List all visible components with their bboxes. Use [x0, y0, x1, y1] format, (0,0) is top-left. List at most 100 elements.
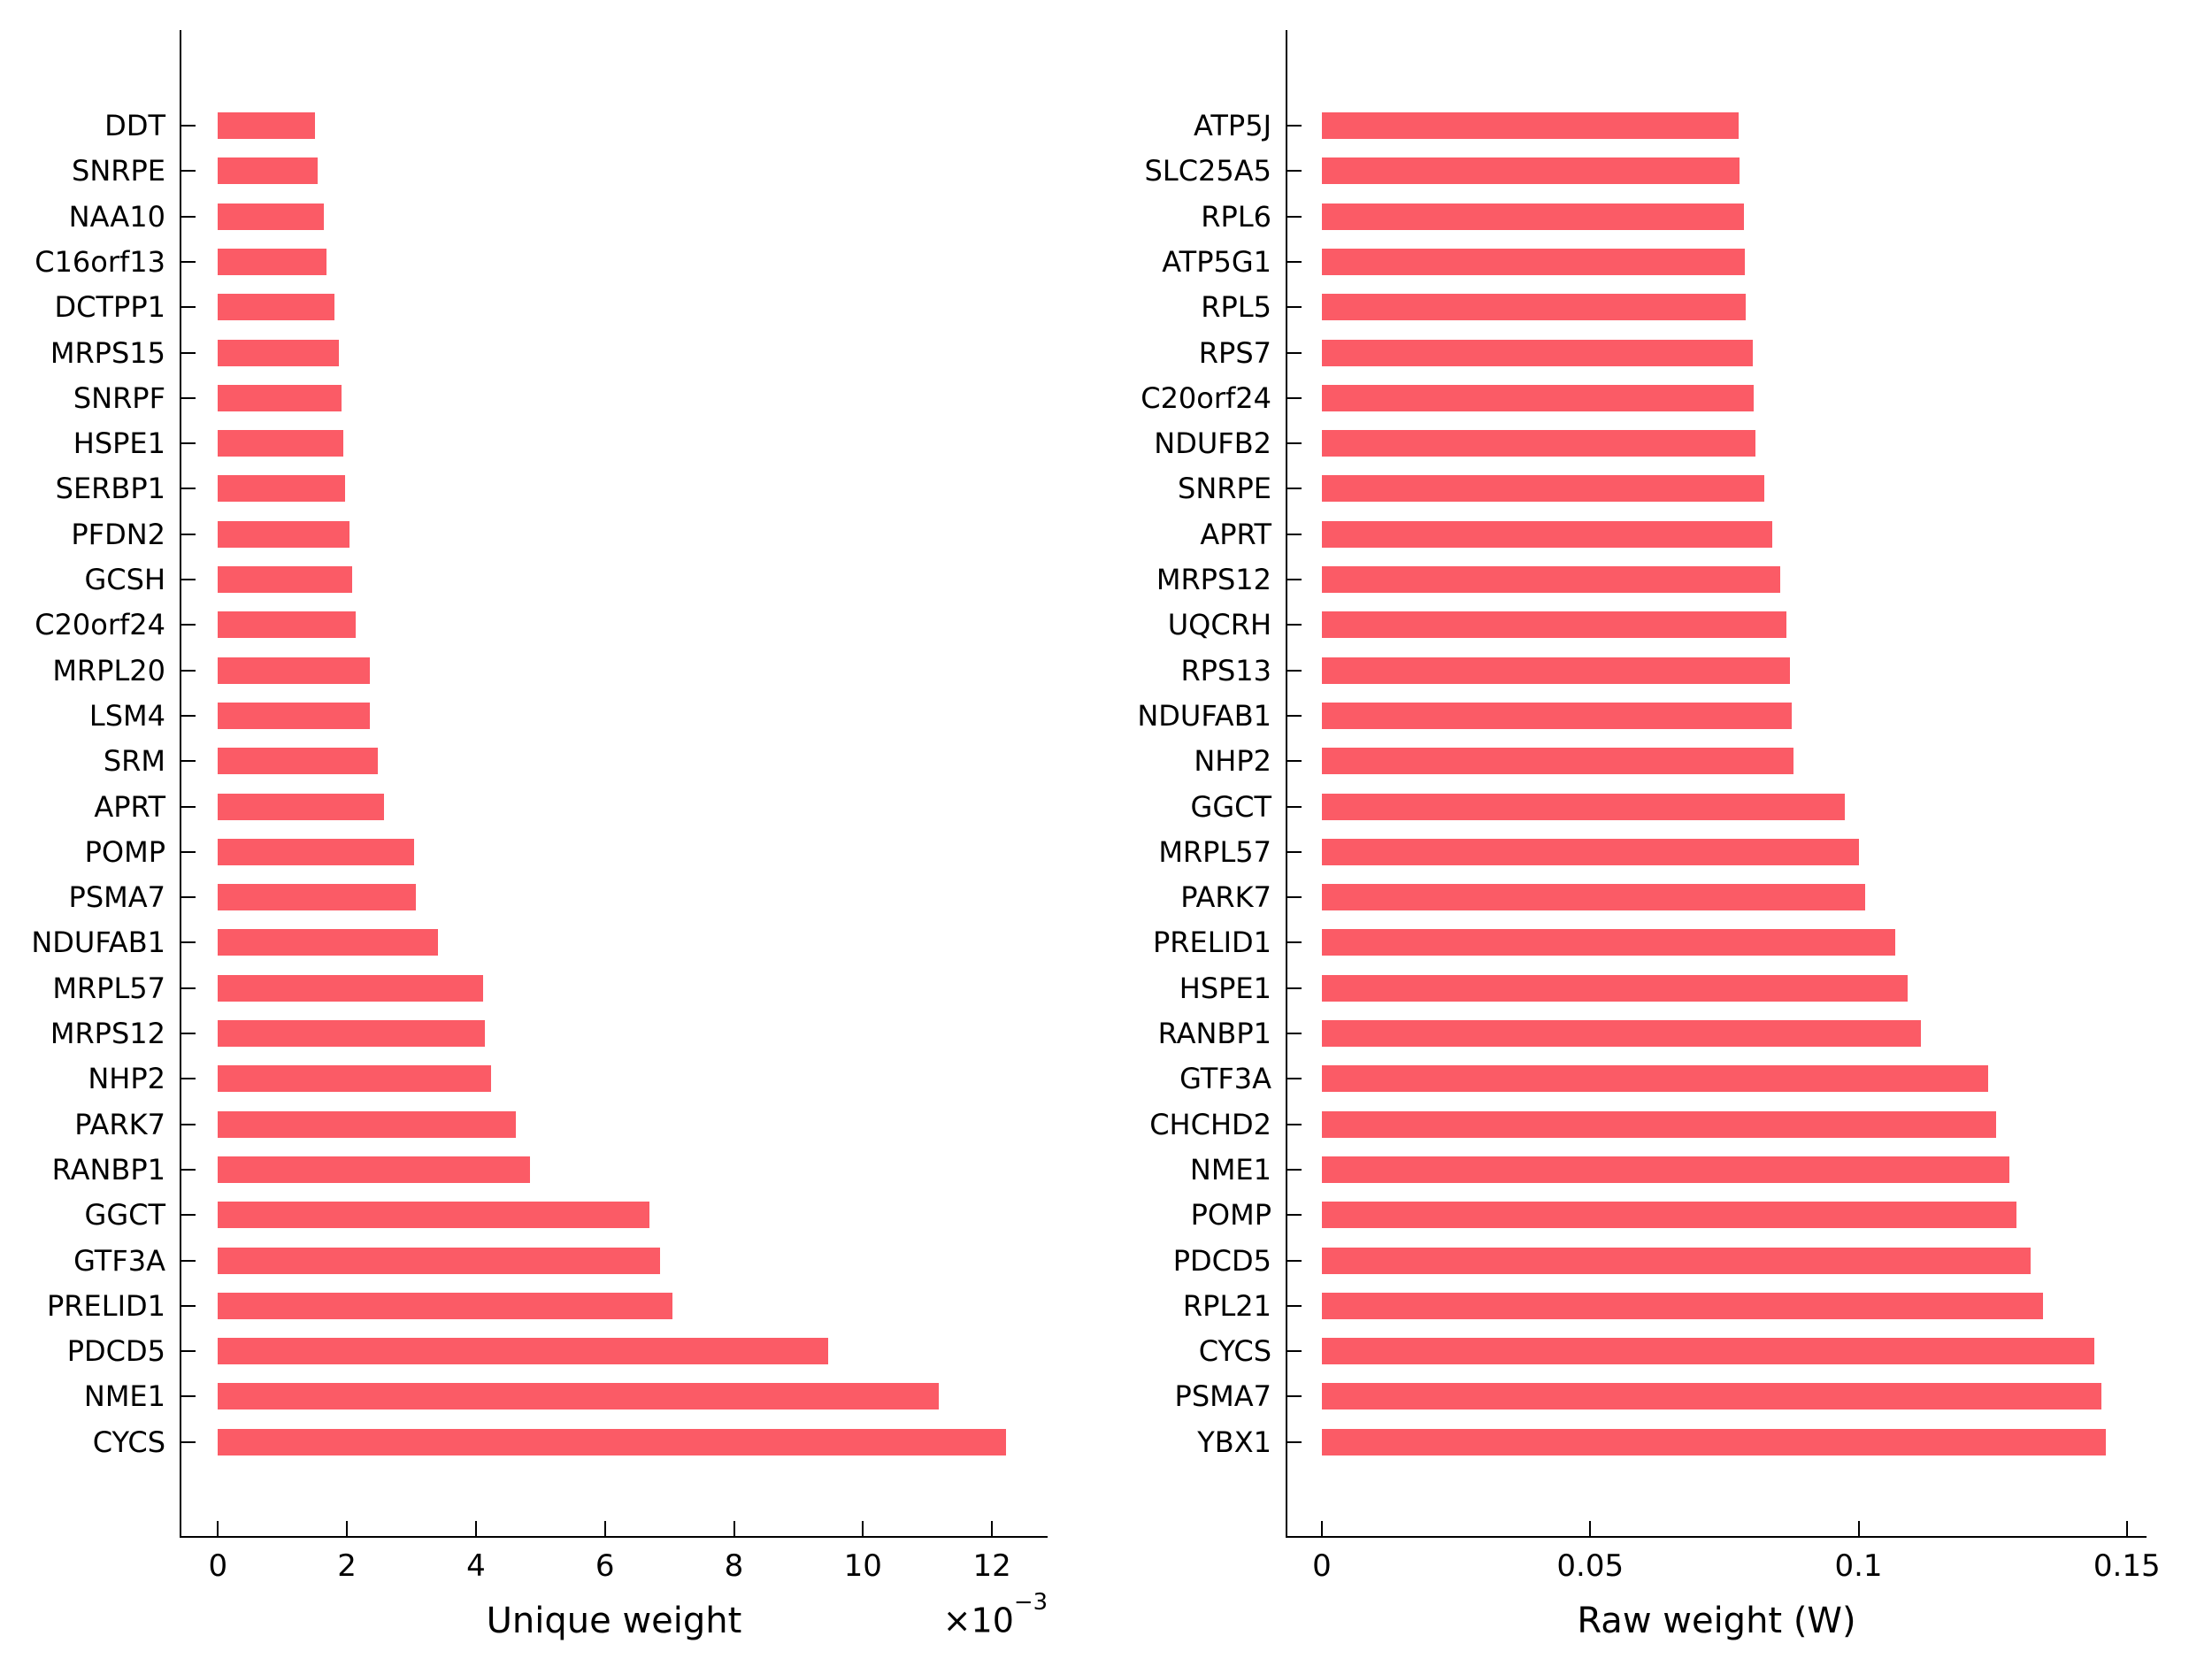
y-tick	[1286, 624, 1302, 626]
y-tick-label: POMP	[84, 834, 165, 869]
y-tick	[180, 669, 196, 672]
y-tick	[180, 488, 196, 490]
bar	[218, 566, 352, 593]
y-tick	[180, 850, 196, 853]
y-tick-label: RPL5	[1201, 290, 1271, 325]
y-tick-label: PSMA7	[1174, 1379, 1271, 1414]
y-tick-label: CYCS	[1198, 1334, 1271, 1369]
bar	[1322, 1383, 2101, 1410]
bar	[218, 203, 324, 230]
y-tick-label: GCSH	[84, 563, 165, 596]
y-tick-label: PDCD5	[66, 1334, 165, 1369]
bar	[1322, 566, 1780, 593]
y-tick	[180, 714, 196, 717]
y-tick-label: NDUFB2	[1154, 426, 1271, 461]
y-tick-label: RPL6	[1201, 199, 1271, 234]
y-tick	[1286, 260, 1302, 263]
y-tick-label: HSPE1	[1179, 971, 1271, 1005]
y-tick-label: NME1	[1189, 1152, 1271, 1187]
y-tick-label: PRELID1	[46, 1288, 165, 1323]
y-tick-label: GGCT	[1190, 789, 1271, 824]
bar	[218, 1020, 486, 1047]
bar	[218, 1292, 672, 1319]
y-tick	[180, 351, 196, 354]
bar	[1322, 1110, 1997, 1138]
bar	[218, 294, 334, 321]
bar	[218, 157, 319, 185]
x-tick-label: 2	[337, 1548, 357, 1584]
y-tick-label: YBX1	[1197, 1425, 1271, 1459]
y-tick	[180, 1440, 196, 1443]
y-tick	[180, 442, 196, 445]
x-tick-label: 0	[1312, 1548, 1332, 1584]
bar	[218, 339, 340, 366]
bar	[1322, 838, 1859, 865]
y-tick-label: DDT	[104, 109, 165, 142]
bar	[1322, 475, 1764, 503]
y-tick	[180, 896, 196, 899]
y-tick-label: MRPS12	[50, 1017, 165, 1050]
y-tick-label: APRT	[94, 789, 165, 824]
y-tick	[180, 1304, 196, 1307]
x-tick-label: 0.05	[1556, 1548, 1624, 1584]
y-tick	[1286, 714, 1302, 717]
y-tick	[180, 1078, 196, 1080]
y-tick	[1286, 987, 1302, 989]
y-tick	[1286, 579, 1302, 580]
x-tick	[2125, 1521, 2128, 1536]
bar	[218, 1338, 828, 1365]
y-tick-label: RPS13	[1180, 653, 1271, 687]
y-tick	[1286, 805, 1302, 808]
x-tick	[1857, 1521, 1860, 1536]
bar	[1322, 384, 1754, 411]
bar	[1322, 1292, 2044, 1319]
x-axis-label-raw-weight: Raw weight (W)	[1577, 1601, 1856, 1641]
y-tick	[1286, 1123, 1302, 1125]
y-tick	[180, 1214, 196, 1217]
y-tick	[180, 579, 196, 580]
bar	[218, 248, 327, 275]
y-tick	[180, 1395, 196, 1398]
y-tick-label: NAA10	[68, 199, 165, 234]
x-tick-label: 6	[595, 1548, 615, 1584]
bar	[218, 1110, 517, 1138]
y-tick-label: RANBP1	[1157, 1017, 1271, 1050]
y-tick-label: C16orf13	[35, 244, 165, 279]
bar	[218, 1202, 649, 1229]
y-tick	[1286, 669, 1302, 672]
bar	[1322, 974, 1908, 1002]
y-tick-label: SNRPE	[1178, 472, 1271, 506]
bar	[1322, 1428, 2107, 1455]
y-tick-label: NHP2	[88, 1062, 165, 1096]
bar	[218, 384, 342, 411]
bar	[218, 657, 370, 684]
y-tick-label: MRPS15	[50, 335, 165, 370]
y-tick	[180, 260, 196, 263]
y-tick	[1286, 215, 1302, 218]
y-tick	[1286, 896, 1302, 899]
bar	[1322, 1338, 2095, 1365]
x-tick	[217, 1521, 219, 1536]
y-tick	[180, 306, 196, 309]
x-tick	[733, 1521, 735, 1536]
y-tick	[180, 1168, 196, 1171]
y-tick-label: SLC25A5	[1144, 154, 1271, 188]
y-tick	[180, 125, 196, 127]
bar	[218, 702, 371, 729]
y-axis-spine	[180, 30, 181, 1538]
y-tick	[1286, 1078, 1302, 1080]
y-tick	[180, 987, 196, 989]
y-tick	[1286, 351, 1302, 354]
y-axis-spine	[1286, 30, 1287, 1538]
y-tick-label: HSPE1	[73, 426, 165, 461]
y-tick	[1286, 1168, 1302, 1171]
y-tick-label: SERBP1	[55, 472, 165, 506]
y-tick-label: SNRPF	[73, 380, 165, 415]
y-tick-label: PDCD5	[1172, 1243, 1271, 1278]
x-tick	[603, 1521, 606, 1536]
y-tick-label: POMP	[1190, 1198, 1271, 1233]
y-tick-label: C20orf24	[1141, 380, 1271, 415]
bar	[1322, 611, 1787, 639]
bar	[1322, 1065, 1989, 1093]
